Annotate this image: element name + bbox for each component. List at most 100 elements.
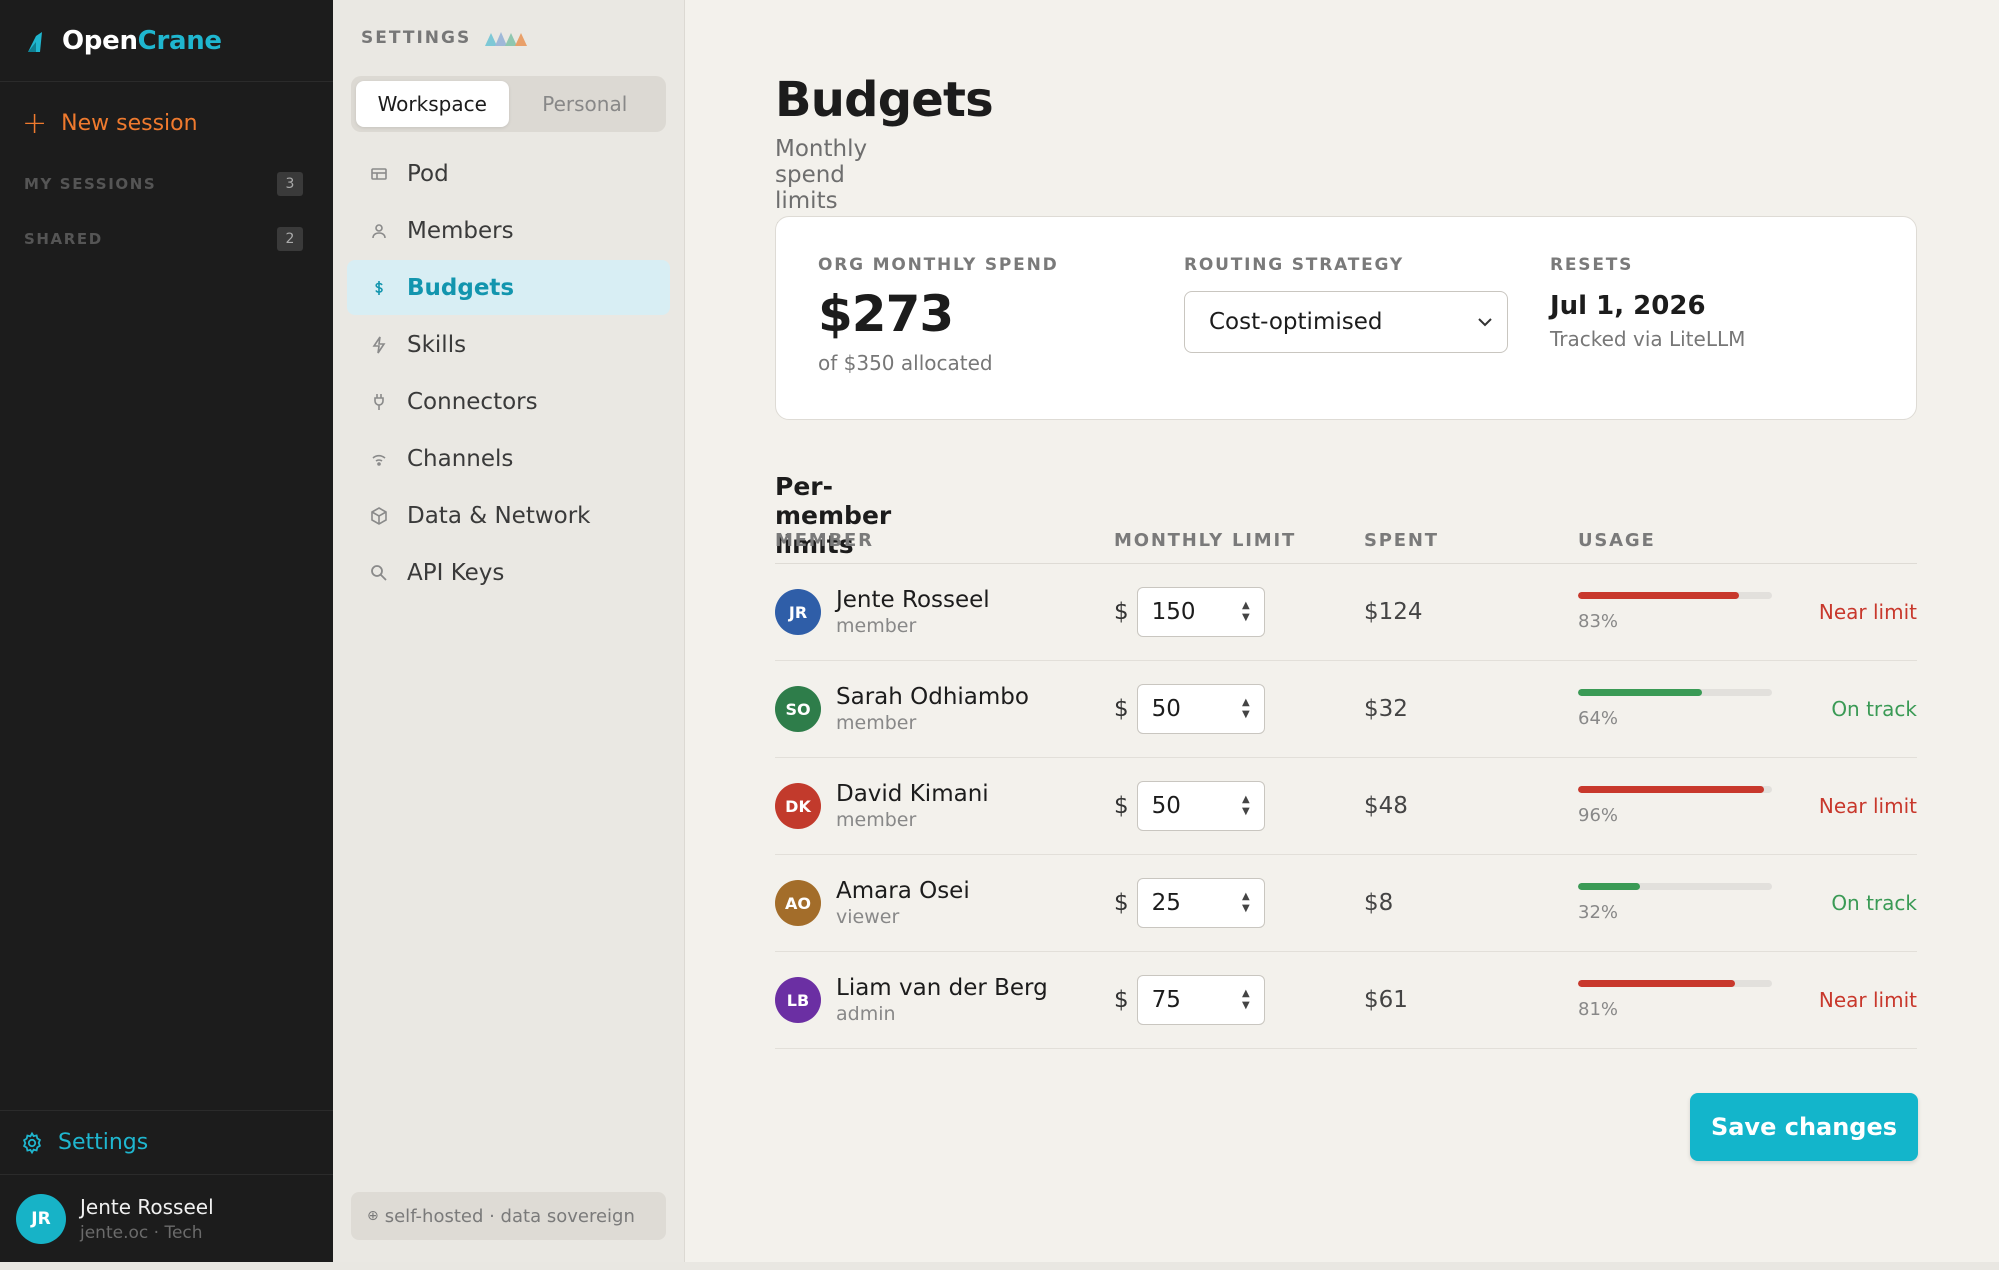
brand-name: OpenCrane xyxy=(62,25,222,56)
status-badge: Near limit xyxy=(1818,988,1917,1012)
nav-item-connectors[interactable]: Connectors xyxy=(347,374,670,429)
tab-personal[interactable]: Personal xyxy=(542,92,628,116)
pod-icon xyxy=(367,162,391,186)
nav-item-label: Members xyxy=(407,217,514,244)
usage-cell: 96% xyxy=(1578,786,1772,826)
sidebar: OpenCrane + New session MY SESSIONS 3 SH… xyxy=(0,0,333,1262)
table-row: DK David Kimani member $ 50 ▲ ▼ $48 96% N… xyxy=(775,758,1917,855)
user-subtitle: jente.oc · Tech xyxy=(80,1222,203,1243)
currency-symbol: $ xyxy=(1114,890,1129,916)
usage-cell: 81% xyxy=(1578,980,1772,1020)
plug-icon xyxy=(367,390,391,414)
avatar: LB xyxy=(775,977,821,1023)
stepper-icon[interactable]: ▲ ▼ xyxy=(1241,697,1250,720)
monthly-limit-input[interactable]: 25 ▲ ▼ xyxy=(1136,878,1265,928)
nav-item-budgets[interactable]: Budgets xyxy=(347,260,670,315)
routing-strategy-select[interactable]: Cost-optimised xyxy=(1184,291,1508,353)
nav-item-channels[interactable]: Channels xyxy=(347,431,670,486)
deployment-badge: ⊕ self-hosted · data sovereign xyxy=(351,1192,666,1240)
member-role: member xyxy=(836,615,917,637)
avatar: JR xyxy=(775,589,821,635)
col-usage: USAGE xyxy=(1578,530,1656,551)
usage-cell: 64% xyxy=(1578,689,1772,729)
avatar: JR xyxy=(16,1193,66,1244)
usage-bar-fill xyxy=(1578,689,1703,696)
member-name: Amara Osei xyxy=(836,878,970,904)
settings-heading: SETTINGS xyxy=(333,0,684,76)
current-user[interactable]: JR Jente Rosseel jente.oc · Tech xyxy=(0,1174,333,1262)
spent-value: $48 xyxy=(1364,793,1408,819)
stepper-icon[interactable]: ▲ ▼ xyxy=(1241,988,1250,1011)
currency-symbol: $ xyxy=(1114,696,1129,722)
monthly-limit-input[interactable]: 50 ▲ ▼ xyxy=(1136,684,1265,734)
usage-bar xyxy=(1578,689,1772,696)
sidebar-settings-link[interactable]: Settings xyxy=(0,1110,333,1174)
save-changes-button[interactable]: Save changes xyxy=(1690,1093,1918,1161)
dollar-icon xyxy=(367,276,391,300)
member-name: Sarah Odhiambo xyxy=(836,684,1029,710)
member-cell: SO Sarah Odhiambo member xyxy=(775,684,1029,734)
usage-percent: 81% xyxy=(1578,999,1619,1020)
limit-cell: $ 150 ▲ ▼ xyxy=(1114,587,1265,637)
usage-bar-fill xyxy=(1578,883,1641,890)
resets-label: RESETS xyxy=(1550,255,1634,275)
nav-item-label: Connectors xyxy=(407,388,538,415)
lock-icon: ⊕ xyxy=(367,1208,379,1224)
scope-toggle: Workspace Personal xyxy=(351,76,666,132)
spent-value: $61 xyxy=(1364,987,1408,1013)
nav-item-api-keys[interactable]: API Keys xyxy=(347,545,670,600)
stepper-icon[interactable]: ▲ ▼ xyxy=(1241,891,1250,914)
member-cell: JR Jente Rosseel member xyxy=(775,587,990,637)
new-session-button[interactable]: + New session xyxy=(16,82,317,164)
routing-block: ROUTING STRATEGY Cost-optimised xyxy=(1184,255,1508,353)
resets-date: Jul 1, 2026 xyxy=(1550,291,1706,321)
count-badge: 2 xyxy=(277,227,303,251)
per-member-title: Per-member limits xyxy=(775,472,892,559)
member-cell: AO Amara Osei viewer xyxy=(775,878,970,928)
member-name: Liam van der Berg xyxy=(836,975,1048,1001)
stepper-icon[interactable]: ▲ ▼ xyxy=(1241,600,1250,623)
avatar: SO xyxy=(775,686,821,732)
usage-bar-fill xyxy=(1578,786,1765,793)
org-spend-allocated: of $350 allocated xyxy=(818,351,993,375)
monthly-limit-input[interactable]: 150 ▲ ▼ xyxy=(1136,587,1265,637)
nav-item-label: Data & Network xyxy=(407,502,591,529)
section-label: MY SESSIONS xyxy=(24,175,157,193)
nav-item-members[interactable]: Members xyxy=(347,203,670,258)
limit-value: 75 xyxy=(1151,987,1181,1013)
table-row: AO Amara Osei viewer $ 25 ▲ ▼ $8 32% On t… xyxy=(775,855,1917,952)
key-icon xyxy=(367,561,391,585)
usage-percent: 83% xyxy=(1578,611,1619,632)
brand[interactable]: OpenCrane xyxy=(0,0,333,82)
limit-cell: $ 50 ▲ ▼ xyxy=(1114,684,1265,734)
currency-symbol: $ xyxy=(1114,793,1129,819)
monthly-limit-input[interactable]: 75 ▲ ▼ xyxy=(1136,975,1265,1025)
person-icon xyxy=(367,219,391,243)
usage-percent: 64% xyxy=(1578,708,1619,729)
nav-item-skills[interactable]: Skills xyxy=(347,317,670,372)
gear-icon xyxy=(22,1131,42,1154)
stepper-icon[interactable]: ▲ ▼ xyxy=(1241,794,1250,817)
spent-value: $32 xyxy=(1364,696,1408,722)
count-badge: 3 xyxy=(277,172,303,196)
table-row: SO Sarah Odhiambo member $ 50 ▲ ▼ $32 64%… xyxy=(775,661,1917,758)
resets-block: RESETS Jul 1, 2026 Tracked via LiteLLM xyxy=(1550,255,1745,351)
settings-nav: SETTINGS Workspace Personal Pod Members xyxy=(333,0,685,1262)
shared-section[interactable]: SHARED 2 xyxy=(24,219,303,259)
usage-bar xyxy=(1578,592,1772,599)
main-content xyxy=(685,0,1999,1262)
spend-summary-card: ORG MONTHLY SPEND $273 of $350 allocated… xyxy=(775,216,1917,420)
tab-workspace[interactable]: Workspace xyxy=(356,81,509,127)
bolt-icon xyxy=(367,333,391,357)
nav-item-data-network[interactable]: Data & Network xyxy=(347,488,670,543)
cube-icon xyxy=(367,504,391,528)
monthly-limit-input[interactable]: 50 ▲ ▼ xyxy=(1136,781,1265,831)
limit-cell: $ 75 ▲ ▼ xyxy=(1114,975,1265,1025)
settings-label: Settings xyxy=(58,1130,149,1155)
spent-value: $8 xyxy=(1364,890,1394,916)
table-header: MEMBER MONTHLY LIMIT SPENT USAGE xyxy=(775,518,1917,564)
my-sessions-section[interactable]: MY SESSIONS 3 xyxy=(24,164,303,204)
nav-item-pod[interactable]: Pod xyxy=(347,146,670,201)
user-name: Jente Rosseel xyxy=(80,1194,214,1219)
currency-symbol: $ xyxy=(1114,599,1129,625)
